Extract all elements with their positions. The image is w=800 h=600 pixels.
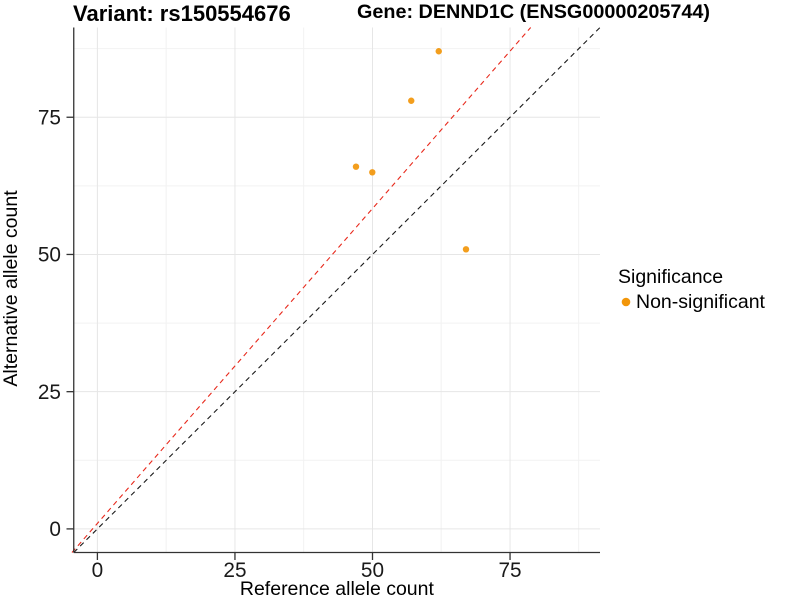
svg-text:0: 0 [49,518,61,541]
svg-text:Non-significant: Non-significant [636,291,766,313]
svg-text:Alternative allele count: Alternative allele count [0,190,22,387]
svg-text:Reference allele count: Reference allele count [240,578,435,600]
svg-text:75: 75 [498,559,521,582]
svg-text:25: 25 [38,381,61,404]
svg-text:Significance: Significance [618,266,723,288]
svg-text:0: 0 [92,559,104,582]
svg-text:50: 50 [38,244,61,267]
svg-text:75: 75 [38,106,61,129]
